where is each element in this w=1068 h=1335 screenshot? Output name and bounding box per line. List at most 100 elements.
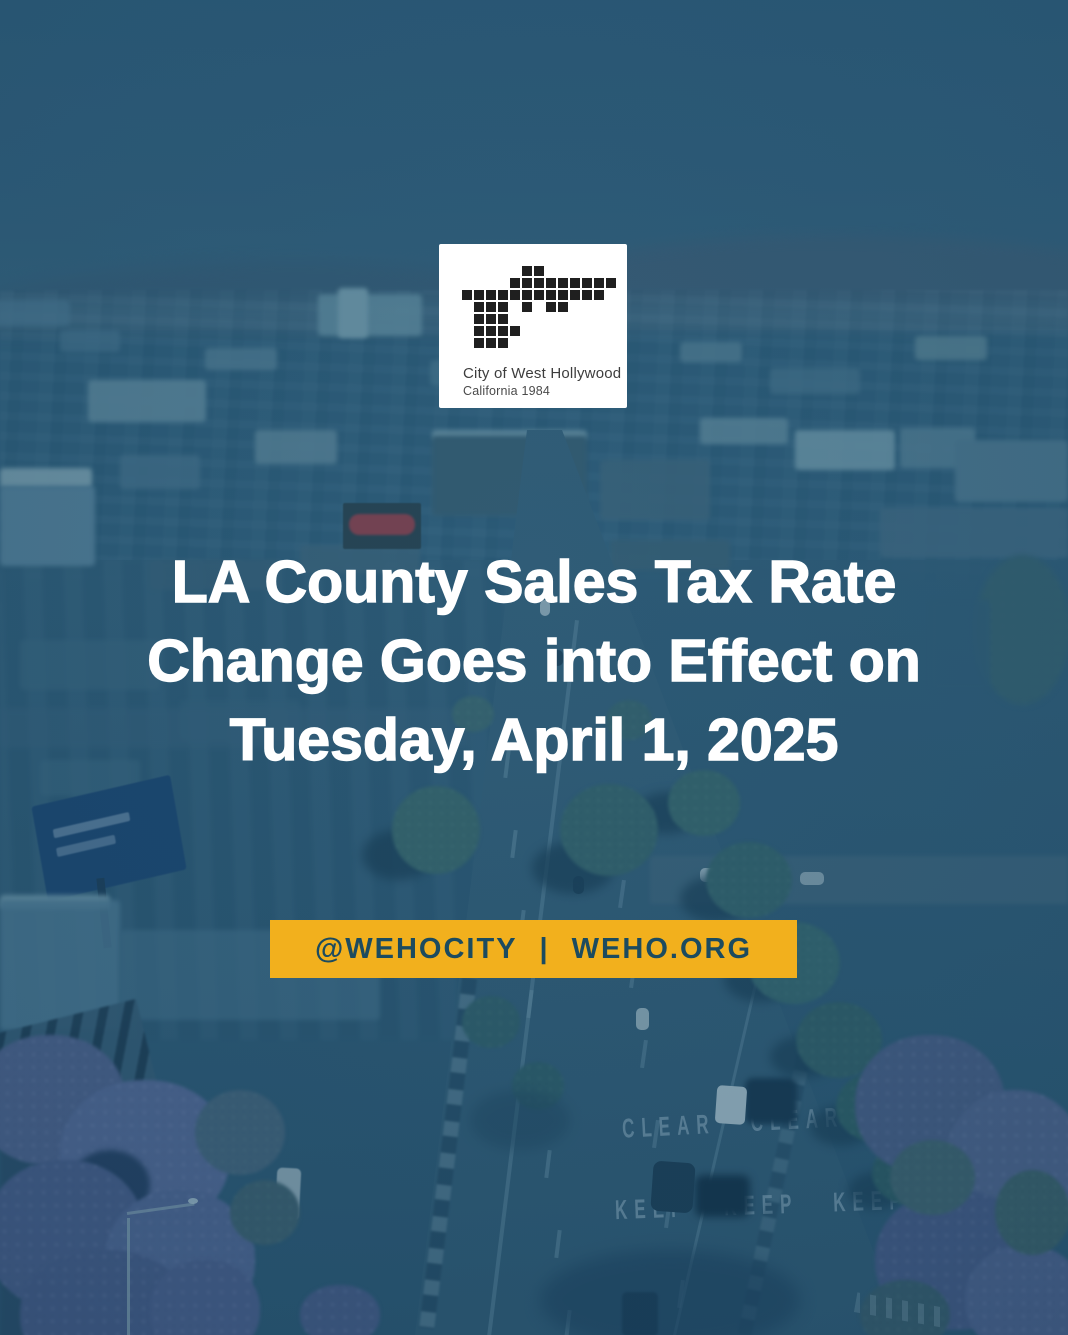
- photo-element: [470, 1090, 570, 1150]
- logo-pixel: [498, 302, 508, 312]
- logo-pixel: [498, 326, 508, 336]
- car: [540, 600, 550, 616]
- photo-element: [706, 842, 792, 918]
- logo-pixel: [606, 278, 616, 288]
- photo-element: [127, 1218, 130, 1335]
- photo-element: [338, 288, 368, 338]
- photo-element: [432, 430, 587, 440]
- logo-pixel: [486, 302, 496, 312]
- photo-element: [0, 708, 470, 748]
- logo-pixel: [486, 326, 496, 336]
- photo-element: [0, 300, 70, 326]
- photo-element: [915, 336, 987, 360]
- logo-pixel: [510, 290, 520, 300]
- website-url: WEHO.ORG: [571, 932, 753, 965]
- photo-element: [452, 696, 494, 732]
- photo-element: [610, 540, 730, 570]
- photo-element: [150, 1260, 260, 1335]
- photo-element: [255, 430, 337, 464]
- logo-pixel: [510, 278, 520, 288]
- logo-pixel: [558, 278, 568, 288]
- weho-logo-card: City of West Hollywood California 1984: [439, 244, 627, 408]
- logo-pixel: [498, 314, 508, 324]
- car: [636, 1008, 649, 1030]
- photo-element: [890, 1140, 975, 1215]
- logo-pixel: [522, 278, 532, 288]
- car: [695, 1175, 750, 1217]
- title-line-1: LA County Sales Tax Rate: [171, 548, 897, 615]
- logo-pixel: [546, 290, 556, 300]
- title-line-2: Change Goes into Effect on: [146, 627, 921, 694]
- logo-pixel: [522, 266, 532, 276]
- logo-pixel: [522, 302, 532, 312]
- photo-element: [392, 786, 480, 874]
- logo-pixel: [582, 290, 592, 300]
- photo-element: [349, 514, 415, 536]
- logo-pixel: [462, 290, 472, 300]
- weho-logo-icon: [462, 266, 618, 350]
- logo-pixel: [534, 278, 544, 288]
- photo-element: [188, 1198, 198, 1204]
- logo-pixel: [558, 290, 568, 300]
- photo-element: [300, 545, 420, 573]
- page-title: LA County Sales Tax Rate Change Goes int…: [0, 543, 1068, 780]
- logo-pixel: [570, 290, 580, 300]
- photo-element: [965, 1245, 1068, 1335]
- photo-element: [795, 430, 895, 470]
- logo-pixel: [522, 290, 532, 300]
- photo-element: [796, 1002, 882, 1078]
- logo-pixel: [486, 314, 496, 324]
- photo-element: [0, 468, 92, 488]
- logo-pixel: [570, 278, 580, 288]
- photo-element: [150, 560, 280, 590]
- photo-element: [205, 348, 277, 370]
- photo-element: [860, 1280, 950, 1335]
- photo-element: [120, 455, 200, 489]
- logo-pixel: [510, 326, 520, 336]
- photo-element: [560, 784, 658, 876]
- photo-element: [975, 555, 1068, 705]
- logo-pixel: [594, 278, 604, 288]
- logo-pixel: [534, 290, 544, 300]
- logo-pixel: [474, 290, 484, 300]
- logo-pixel: [498, 338, 508, 348]
- logo-pixel: [474, 326, 484, 336]
- logo-pixel: [546, 302, 556, 312]
- social-handle: @WEHOCITY: [314, 932, 518, 965]
- photo-element: [60, 330, 120, 352]
- logo-pixel: [582, 278, 592, 288]
- logo-pixel: [498, 290, 508, 300]
- photo-element: [88, 380, 206, 422]
- car: [553, 650, 563, 666]
- photo-element: [462, 996, 520, 1048]
- photo-element: [995, 1170, 1068, 1255]
- photo-element: [0, 486, 95, 566]
- photo-element: [540, 1250, 800, 1335]
- photo-element: [300, 1285, 380, 1335]
- logo-pixel: [486, 290, 496, 300]
- logo-pixel: [474, 314, 484, 324]
- banner-separator: |: [539, 932, 550, 965]
- photo-element: [318, 294, 422, 336]
- red-sign: [343, 503, 421, 549]
- photo-element: [700, 418, 788, 444]
- logo-pixel: [546, 278, 556, 288]
- car: [800, 872, 824, 885]
- photo-element: [20, 640, 160, 690]
- photo-element: [195, 1090, 285, 1175]
- logo-subtitle: California 1984: [463, 384, 551, 398]
- photo-element: [606, 700, 652, 740]
- social-banner: @WEHOCITY | WEHO.ORG: [270, 920, 797, 978]
- logo-pixel: [474, 338, 484, 348]
- logo-pixel: [558, 302, 568, 312]
- car: [745, 1078, 797, 1124]
- photo-element: [930, 600, 990, 690]
- logo-pixel: [486, 338, 496, 348]
- logo-pixel: [594, 290, 604, 300]
- photo-element: [955, 440, 1068, 502]
- photo-element: [230, 1180, 300, 1245]
- photo-element: [880, 508, 1068, 558]
- logo-city-name: City of West Hollywood: [463, 365, 622, 382]
